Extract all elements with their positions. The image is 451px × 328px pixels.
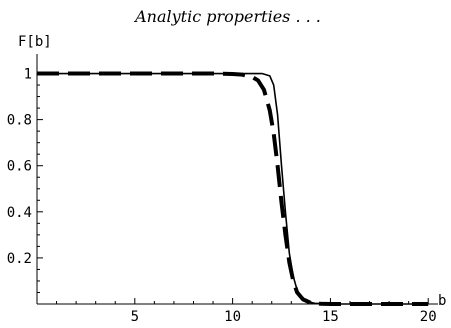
y-tick-label: 0.6 xyxy=(7,159,32,175)
y-tick-label: 0.4 xyxy=(7,205,32,221)
y-tick-label: 0.8 xyxy=(7,113,32,129)
x-tick-label: 15 xyxy=(322,309,339,325)
x-axis-label: b xyxy=(438,293,446,309)
series-solid-line xyxy=(37,72,429,305)
y-axis-label: F[b] xyxy=(18,34,52,50)
chart-title: Analytic properties . . . xyxy=(133,7,321,26)
series-dashed-line xyxy=(37,71,429,306)
y-tick-label: 0.2 xyxy=(7,251,32,267)
x-tick-label: 5 xyxy=(131,309,139,325)
x-tick-label: 10 xyxy=(224,309,241,325)
y-tick-label: 1 xyxy=(24,67,32,83)
x-tick-label: 20 xyxy=(420,309,437,325)
